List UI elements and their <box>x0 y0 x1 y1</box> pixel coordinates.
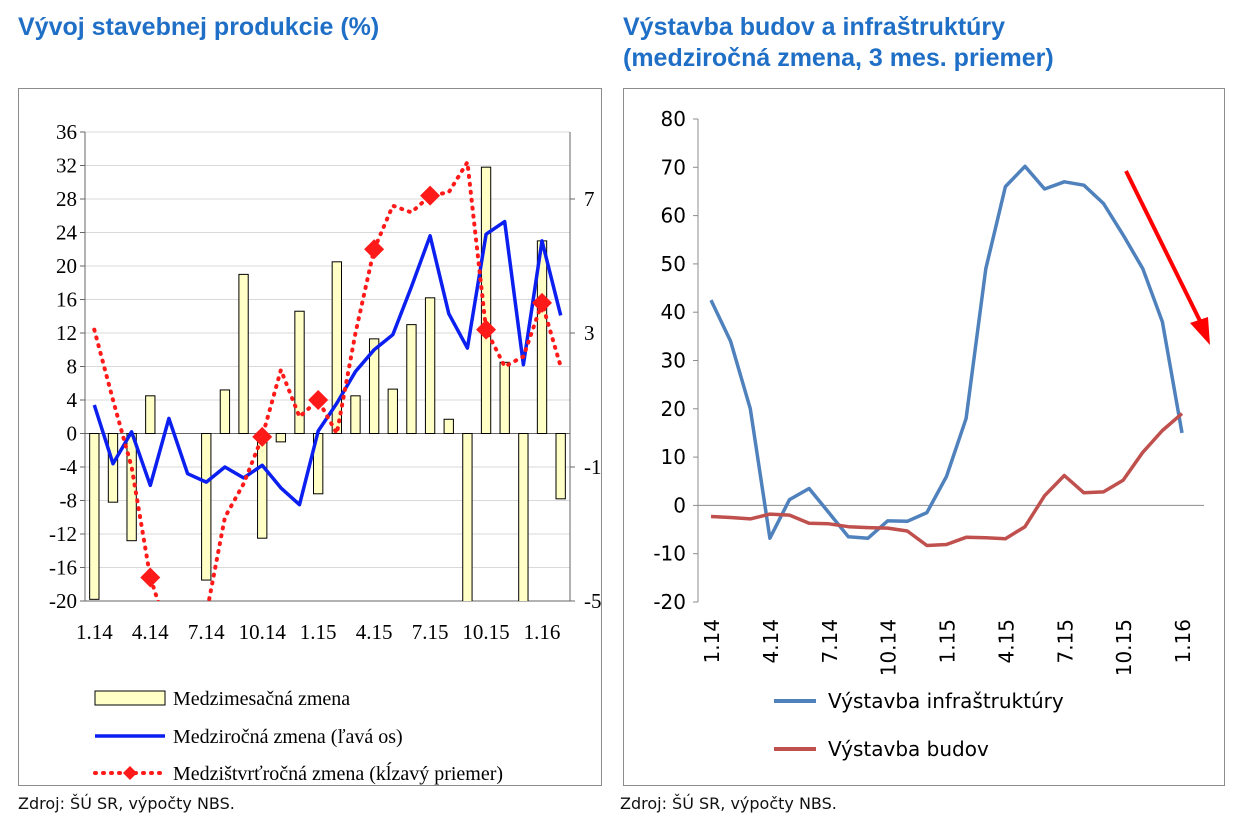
monthly-change-bar <box>518 433 529 601</box>
left-x-tick-label: 4.15 <box>356 620 393 644</box>
right-chart-y-tick-label: 0 <box>673 493 686 517</box>
monthly-change-bar <box>406 324 417 434</box>
monthly-change-bar <box>387 388 398 434</box>
left-y-tick-label: -12 <box>49 522 77 546</box>
left-plot-area <box>89 156 566 601</box>
left-y-tick-label: 8 <box>67 355 78 379</box>
right-chart-y-tick-label: 40 <box>661 300 686 324</box>
qoq-diamond-marker <box>420 185 441 206</box>
left-y-tick-label: 20 <box>56 254 77 278</box>
right-y-tick-label: 3 <box>584 321 595 345</box>
monthly-change-bar <box>350 395 361 434</box>
left-y-tick-label: 0 <box>67 422 78 446</box>
monthly-change-bar <box>443 418 454 435</box>
left-x-tick-label: 1.16 <box>524 620 561 644</box>
monthly-change-bar <box>480 166 492 435</box>
right-chart-x-tick-label: 7.14 <box>818 619 842 664</box>
right-chart-x-tick-label: 1.16 <box>1171 619 1195 664</box>
right-y-tick-label: 7 <box>584 187 595 211</box>
legend-swatch-bars <box>94 690 166 706</box>
left-y-tick-label: 24 <box>56 221 78 245</box>
left-y-tick-label: -16 <box>49 556 77 580</box>
left-x-tick-label: 10.15 <box>462 620 509 644</box>
monthly-change-bar <box>555 433 566 500</box>
left-chart-title: Vývoj stavebnej produkcie (%) <box>18 13 380 41</box>
right-y-tick-label: -5 <box>584 589 601 613</box>
monthly-change-bar <box>275 433 287 443</box>
monthly-change-bar <box>424 297 436 434</box>
right-chart-x-tick-label: 4.14 <box>759 619 783 664</box>
right-chart-svg: 80 70 60 50 40 30 20 10 0 -10 -20 1.14 4.14 7.14 10.14… <box>653 107 1210 761</box>
legend-label-line: Medziročná zmena (ľavá os) <box>173 726 403 748</box>
left-source-note: Zdroj: ŠÚ SR, výpočty NBS. <box>18 794 235 813</box>
qoq-diamond-marker <box>140 567 161 588</box>
trend-arrow-shaft <box>1124 170 1204 326</box>
legend-diamond-marker <box>123 766 137 780</box>
left-chart-panel: 36 32 28 24 20 16 12 8 4 0 -4 -8 -12 -16 -20 7 3 -1 -5 1.14… <box>18 88 602 786</box>
left-chart-svg: 36 32 28 24 20 16 12 8 4 0 -4 -8 -12 -16 -20 7 3 -1 -5 1.14… <box>49 120 602 785</box>
monthly-change-bar <box>145 395 156 434</box>
left-y-tick-label: 12 <box>56 321 77 345</box>
monthly-change-bar <box>238 273 249 434</box>
qoq-diamond-marker <box>252 426 273 447</box>
monthly-change-bar <box>331 261 342 434</box>
right-chart-x-tick-label: 1.15 <box>936 619 960 664</box>
qoq-diamond-marker <box>364 239 385 260</box>
buildings-line <box>710 412 1184 548</box>
right-chart-y-tick-label: 70 <box>661 155 686 179</box>
monthly-change-bar <box>219 389 231 435</box>
qoq-diamond-marker <box>532 292 553 313</box>
qoq-diamond-marker <box>476 319 497 340</box>
right-chart-y-tick-label: 60 <box>661 204 686 228</box>
right-chart-panel: 80 70 60 50 40 30 20 10 0 -10 -20 1.14 4.14 7.14 10.14… <box>623 88 1225 786</box>
left-x-tick-label: 4.14 <box>132 620 169 644</box>
left-x-tick-label: 1.15 <box>300 620 337 644</box>
right-chart-y-tick-label: 80 <box>661 107 686 131</box>
right-chart-title-line2: (medziročná zmena, 3 mes. priemer) <box>623 44 1054 72</box>
monthly-change-bar <box>294 310 305 435</box>
right-chart-x-tick-label: 4.15 <box>994 619 1018 664</box>
monthly-change-bar <box>499 361 510 434</box>
qoq-diamond-marker <box>308 390 329 410</box>
right-chart-y-tick-label: -10 <box>653 542 686 566</box>
right-chart-x-tick-label: 1.14 <box>700 619 724 664</box>
left-y-tick-label: 32 <box>56 154 77 178</box>
left-y-tick-label: 4 <box>67 388 78 412</box>
right-chart-y-tick-label: -20 <box>653 590 686 614</box>
left-y-tick-label: 16 <box>56 288 77 312</box>
right-chart-title-line1: Výstavba budov a infraštruktúry <box>623 13 1006 41</box>
left-y-tick-label: -20 <box>49 589 77 613</box>
right-chart-x-tick-label: 7.15 <box>1053 619 1077 664</box>
trend-arrow-head <box>1190 317 1210 345</box>
right-chart-x-tick-label: 10.15 <box>1112 619 1136 676</box>
left-x-tick-label: 10.14 <box>239 620 287 644</box>
right-source-note: Zdroj: ŠÚ SR, výpočty NBS. <box>620 794 837 813</box>
monthly-change-bar <box>368 338 380 434</box>
qoq-change-dotted-line <box>92 156 563 601</box>
left-x-tick-label: 1.14 <box>76 620 113 644</box>
left-y-tick-label: 36 <box>56 120 77 144</box>
left-y-tick-label: -4 <box>60 455 78 479</box>
right-chart-x-tick-label: 10.14 <box>877 619 901 676</box>
right-chart-title: Výstavba budov a infraštruktúry (medziro… <box>623 12 1054 74</box>
monthly-change-bar <box>89 433 100 600</box>
legend-label-infrastructure: Výstavba infraštruktúry <box>828 689 1064 713</box>
left-y-tick-label: -8 <box>60 489 78 513</box>
legend-label-dotted: Medzištvrťročná zmena (kĺzavý priemer) <box>173 761 503 785</box>
infrastructure-line <box>709 164 1184 540</box>
right-chart-y-tick-label: 10 <box>661 445 686 469</box>
left-y-tick-label: 28 <box>56 187 77 211</box>
right-chart-y-tick-label: 50 <box>661 252 686 276</box>
legend-label-bars: Medzimesačná zmena <box>173 688 350 710</box>
monthly-change-bar <box>107 433 119 503</box>
monthly-change-bar <box>462 433 473 601</box>
legend-label-buildings: Výstavba budov <box>828 737 989 761</box>
left-x-tick-label: 7.14 <box>188 620 225 644</box>
left-x-tick-label: 7.15 <box>412 620 449 644</box>
right-y-tick-label: -1 <box>584 455 601 479</box>
right-chart-y-tick-label: 30 <box>661 349 686 373</box>
monthly-change-bar <box>201 433 212 581</box>
right-chart-y-tick-label: 20 <box>661 397 686 421</box>
